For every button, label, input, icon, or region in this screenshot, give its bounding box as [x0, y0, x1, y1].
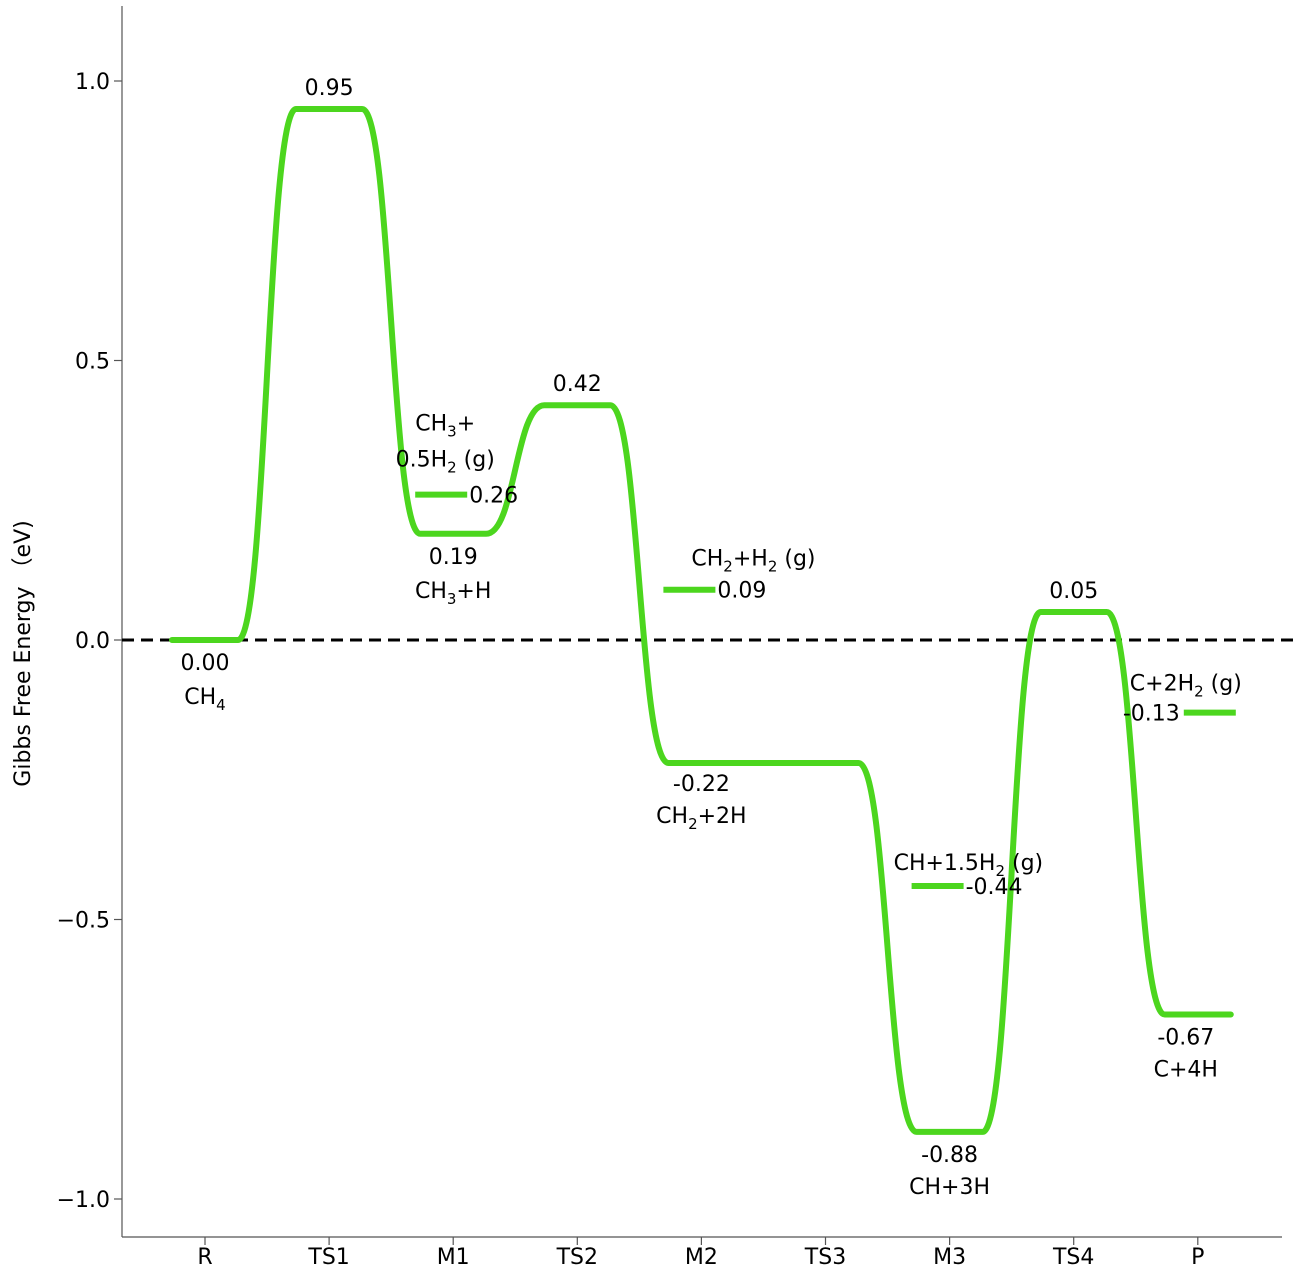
- gas-level-value: -0.13: [1123, 702, 1180, 727]
- species-label: CH4: [184, 685, 225, 714]
- gas-level-value: 0.09: [717, 579, 766, 604]
- y-tick-label: 1.0: [75, 70, 110, 95]
- y-tick-label: 0.0: [75, 629, 110, 654]
- y-tick-label: −1.0: [57, 1188, 110, 1213]
- species-label: CH2+2H: [656, 804, 746, 833]
- y-tick-label: 0.5: [75, 350, 110, 375]
- y-tick-label: −0.5: [57, 909, 110, 934]
- gas-level-species: C+2H2 (g): [1130, 672, 1242, 701]
- energy-value-label: -0.88: [921, 1143, 978, 1168]
- species-label: CH+3H: [909, 1175, 990, 1200]
- energy-value-label: 0.42: [553, 372, 602, 397]
- x-tick-label: TS4: [1052, 1245, 1094, 1270]
- x-tick-label: P: [1191, 1245, 1204, 1270]
- x-tick-label: TS1: [307, 1245, 349, 1270]
- energy-value-label: 0.19: [429, 545, 478, 570]
- species-label: CH3+H: [415, 579, 491, 608]
- x-tick-label: R: [197, 1245, 212, 1270]
- x-tick-label: M2: [685, 1245, 718, 1270]
- x-tick-label: TS2: [556, 1245, 598, 1270]
- gas-level-species: 0.5H2 (g): [396, 448, 495, 477]
- x-tick-label: M3: [933, 1245, 966, 1270]
- gas-level-species: CH3+: [415, 412, 475, 441]
- energy-value-label: 0.05: [1049, 579, 1098, 604]
- energy-profile-line: [169, 105, 1234, 1135]
- energy-value-label: -0.22: [673, 772, 730, 797]
- x-tick-label: TS3: [804, 1245, 846, 1270]
- gas-level-species: CH2+H2 (g): [691, 547, 815, 576]
- x-tick-label: M1: [437, 1245, 470, 1270]
- species-label: C+4H: [1154, 1058, 1218, 1083]
- gas-level-value: 0.26: [469, 484, 518, 509]
- gas-level-value: -0.44: [966, 875, 1023, 900]
- energy-value-label: 0.95: [305, 76, 354, 101]
- energy-value-label: -0.67: [1157, 1026, 1214, 1051]
- gas-level-species: CH+1.5H2 (g): [894, 851, 1044, 880]
- y-axis-label: Gibbs Free Energy （eV): [11, 520, 36, 786]
- energy-value-label: 0.00: [181, 651, 230, 676]
